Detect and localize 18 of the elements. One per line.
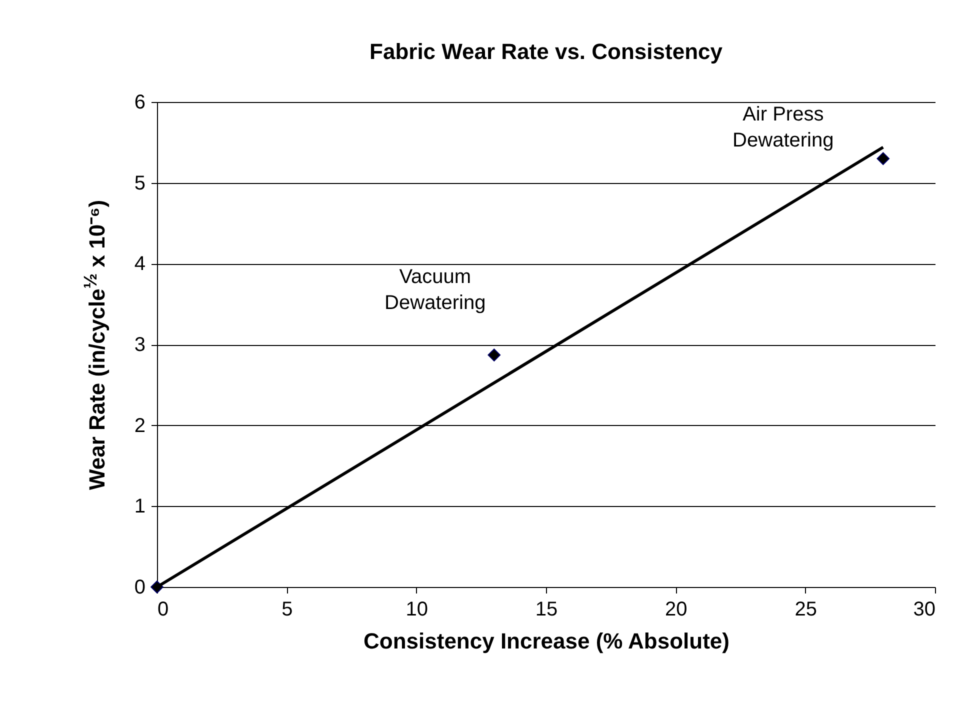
y-tick-label: 4 bbox=[134, 253, 146, 276]
y-tick-label: 0 bbox=[134, 576, 146, 598]
y-tick-label: 2 bbox=[134, 414, 146, 437]
y-tick-label: 5 bbox=[134, 172, 146, 194]
chart-title: Fabric Wear Rate vs. Consistency bbox=[370, 39, 724, 64]
x-tick-label: 0 bbox=[158, 598, 169, 620]
y-tick-label: 6 bbox=[134, 92, 146, 114]
annotation: Vacuum Dewatering bbox=[384, 266, 486, 314]
x-tick-label: 25 bbox=[794, 598, 817, 620]
x-tick-label: 30 bbox=[913, 598, 936, 620]
x-tick-label: 15 bbox=[535, 598, 558, 620]
y-tick-label: 3 bbox=[134, 334, 146, 356]
x-axis-title: Consistency Increase (% Absolute) bbox=[364, 628, 730, 654]
x-tick-label: 5 bbox=[282, 598, 293, 620]
y-tick-label: 1 bbox=[134, 496, 146, 518]
x-tick-label: 10 bbox=[406, 598, 428, 620]
x-tick-label: 20 bbox=[665, 598, 688, 620]
annotation: Air Press Dewatering bbox=[732, 104, 834, 152]
